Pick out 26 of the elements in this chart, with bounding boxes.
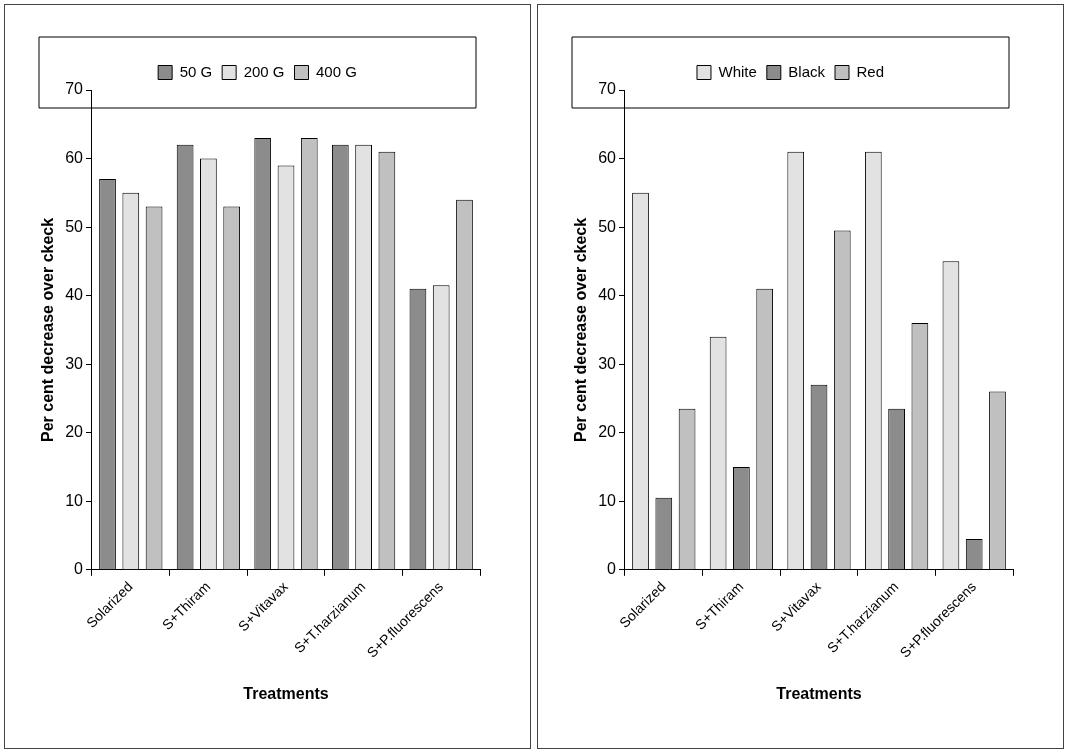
y-tick-label: 10	[65, 491, 84, 509]
y-axis-title: Per cent decrease over ckeck	[39, 217, 57, 442]
x-axis-title: Treatments	[776, 684, 862, 702]
legend-label: 50 G	[179, 62, 213, 80]
legend-label: Black	[788, 62, 826, 80]
y-tick-label: 60	[65, 148, 84, 166]
y-tick-label: 40	[598, 286, 617, 304]
legend-label: 400 G	[316, 62, 357, 80]
y-tick-label: 10	[598, 491, 617, 509]
y-tick-label: 50	[65, 217, 84, 235]
legend-label: 200 G	[243, 62, 285, 80]
y-tick-label: 60	[598, 148, 617, 166]
y-tick-label: 50	[598, 217, 617, 235]
y-tick-label: 20	[598, 423, 617, 441]
legend-label: Red	[856, 62, 885, 80]
y-axis-title: Per cent decrease over ckeck	[572, 217, 590, 442]
y-tick-label: 30	[598, 354, 617, 372]
x-axis-title: Treatments	[243, 684, 329, 702]
y-tick-label: 30	[65, 354, 84, 372]
y-tick-label: 0	[607, 560, 617, 578]
y-tick-label: 70	[65, 80, 84, 98]
y-tick-label: 70	[598, 80, 617, 98]
legend-label: White	[718, 62, 757, 80]
y-tick-label: 40	[65, 286, 84, 304]
y-tick-label: 0	[74, 560, 84, 578]
y-tick-label: 20	[65, 423, 84, 441]
